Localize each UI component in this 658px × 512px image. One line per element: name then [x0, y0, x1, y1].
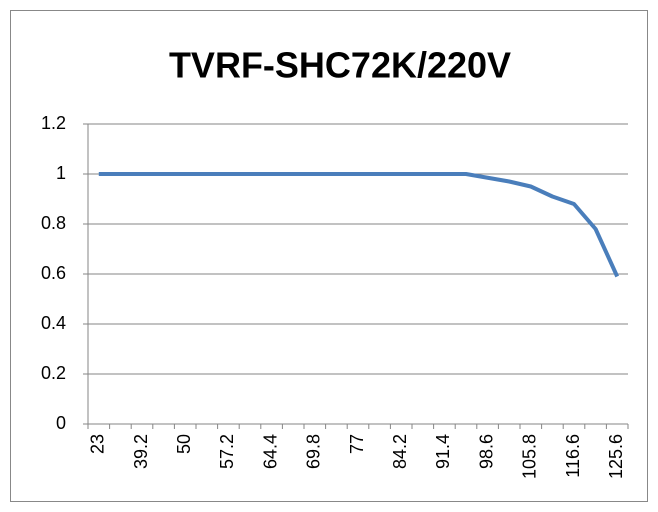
x-tick-label: 69.8	[304, 434, 324, 469]
y-tick-label: 0	[56, 413, 66, 433]
y-tick-label: 1	[56, 163, 66, 183]
x-tick-label: 50	[174, 434, 194, 454]
y-tick-label: 1.2	[41, 113, 66, 133]
chart-border	[10, 10, 648, 502]
x-tick-label: 84.2	[390, 434, 410, 469]
chart-title: TVRF-SHC72K/220V	[169, 45, 511, 86]
x-tick-label: 23	[88, 434, 108, 454]
y-tick-label: 0.8	[41, 213, 66, 233]
line-series	[98, 172, 620, 278]
x-tick-label: 39.2	[131, 434, 151, 469]
x-tick-label: 125.6	[606, 434, 626, 479]
x-tick-label: 116.6	[563, 434, 583, 478]
x-tick-label: 105.8	[520, 434, 540, 479]
y-tick-label: 0.6	[41, 263, 66, 283]
x-tick-label: 77	[347, 434, 367, 454]
x-tick-label: 91.4	[433, 434, 453, 469]
x-tick-label: 64.4	[260, 434, 280, 469]
x-tick-label: 98.6	[476, 434, 496, 469]
y-tick-label: 0.4	[41, 313, 66, 333]
x-tick-label: 57.2	[217, 434, 237, 469]
y-tick-label: 0.2	[41, 363, 66, 383]
